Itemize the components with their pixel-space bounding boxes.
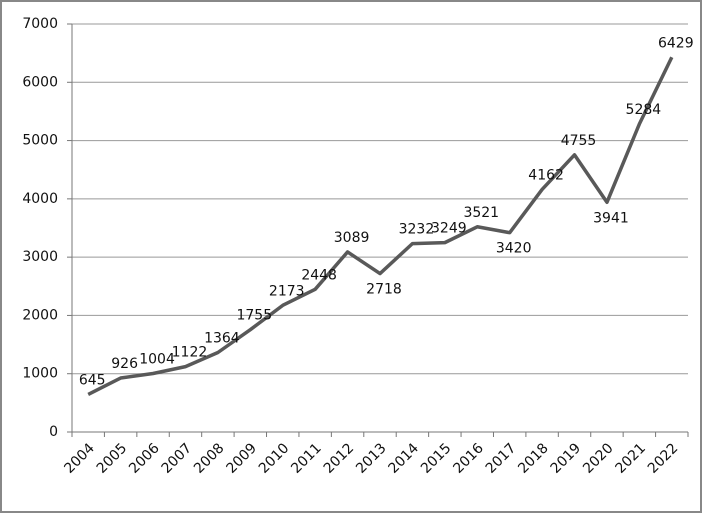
data-label: 1364: [204, 330, 240, 346]
data-label: 1755: [236, 308, 272, 324]
data-label: 926: [111, 356, 138, 372]
data-label: 2718: [366, 282, 402, 298]
data-label: 3941: [593, 210, 629, 226]
data-label: 1122: [172, 345, 208, 361]
y-tick-label: 0: [49, 424, 58, 440]
data-line: [87, 56, 674, 396]
y-tick-label: 5000: [22, 133, 58, 149]
y-tick-label: 6000: [22, 74, 58, 90]
data-label: 3089: [334, 230, 370, 246]
data-label: 6429: [658, 35, 694, 51]
data-label: 3249: [431, 221, 467, 237]
y-tick-label: 1000: [22, 366, 58, 382]
data-label: 2448: [301, 267, 337, 283]
data-label: 5284: [626, 102, 662, 118]
y-tick-label: 3000: [22, 249, 58, 265]
y-tick-label: 4000: [22, 191, 58, 207]
data-label: 1004: [139, 351, 175, 367]
data-label: 3420: [496, 241, 532, 257]
y-tick-label: 7000: [22, 16, 58, 32]
data-label: 2173: [269, 283, 305, 299]
data-label: 4162: [528, 167, 564, 183]
data-label: 3232: [399, 222, 435, 238]
y-tick-label: 2000: [22, 307, 58, 323]
data-label: 645: [79, 372, 106, 388]
data-label: 4755: [561, 133, 597, 149]
data-label: 3521: [463, 205, 499, 221]
